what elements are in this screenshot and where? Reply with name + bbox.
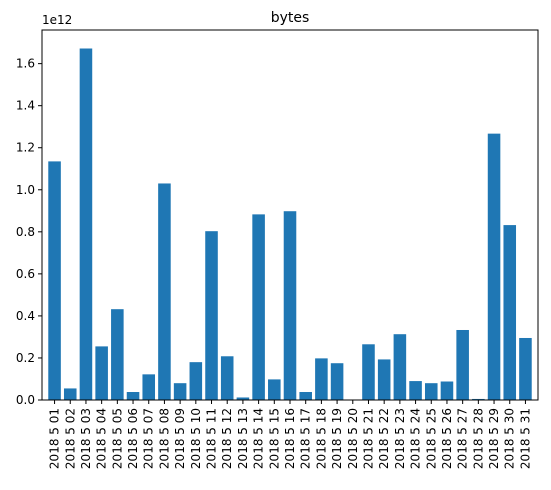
bar-2018-5-01 [48, 161, 61, 400]
bar-2018-5-19 [330, 363, 344, 400]
bar-2018-5-26 [440, 381, 454, 400]
x-tick-label: 2018 5 31 [518, 408, 532, 469]
bars-group [48, 48, 532, 401]
bar-2018-5-02 [63, 388, 77, 400]
y-tick-label: 1.0 [16, 183, 35, 197]
plot-frame [41, 29, 539, 401]
x-tick-label: 2018 5 19 [330, 408, 344, 469]
x-tick-label: 2018 5 09 [173, 408, 187, 469]
x-tick-label: 2018 5 08 [157, 408, 171, 469]
y-tick-label: 0.0 [16, 393, 35, 407]
x-tick-label: 2018 5 30 [503, 408, 517, 469]
x-tick-label: 2018 5 14 [252, 408, 266, 469]
bar-2018-5-03 [79, 48, 93, 400]
bar-2018-5-16 [283, 211, 297, 400]
bar-2018-5-24 [409, 381, 422, 400]
y-tick-label: 0.6 [16, 267, 35, 281]
y-tick-label: 0.2 [16, 351, 35, 365]
x-tick-label: 2018 5 21 [361, 408, 375, 469]
x-tick-label: 2018 5 18 [314, 408, 328, 469]
x-tick-label: 2018 5 22 [377, 408, 391, 469]
bar-2018-5-09 [173, 383, 187, 400]
x-tick-label: 2018 5 15 [267, 408, 281, 469]
bar-2018-5-23 [393, 334, 407, 400]
bar-2018-5-05 [111, 309, 124, 400]
x-tick-label: 2018 5 02 [63, 408, 77, 469]
bar-2018-5-04 [95, 346, 108, 400]
x-tick-label: 2018 5 28 [471, 408, 485, 469]
bar-2018-5-18 [315, 358, 328, 400]
bar-2018-5-31 [519, 337, 532, 400]
x-tick-label: 2018 5 07 [142, 408, 156, 469]
x-tick-label: 2018 5 24 [409, 408, 423, 469]
y-tick-label: 1.4 [16, 99, 35, 113]
x-tick-label: 2018 5 05 [110, 408, 124, 469]
y-tick-label: 1.2 [16, 141, 35, 155]
bar-2018-5-21 [362, 344, 375, 400]
bar-2018-5-08 [158, 183, 171, 400]
x-axis: 2018 5 01 2018 5 02 2018 5 03 2018 5 04 2018… [48, 400, 532, 469]
y-scale-label: 1e12 [42, 13, 72, 27]
bar-2018-5-06 [126, 392, 140, 400]
x-tick-label: 2018 5 11 [205, 408, 219, 469]
x-tick-label: 2018 5 12 [220, 408, 234, 469]
x-tick-label: 2018 5 10 [189, 408, 203, 469]
bar-2018-5-30 [503, 225, 517, 400]
x-tick-label: 2018 5 20 [346, 408, 360, 469]
y-tick-label: 0.4 [16, 309, 35, 323]
x-tick-label: 2018 5 23 [393, 408, 407, 469]
bar-2018-5-15 [268, 379, 281, 400]
bar-2018-5-25 [424, 383, 438, 400]
bar-2018-5-17 [299, 392, 312, 400]
x-tick-label: 2018 5 29 [487, 408, 501, 469]
bar-2018-5-27 [456, 329, 469, 400]
x-tick-label: 2018 5 01 [48, 408, 62, 469]
bar-2018-5-10 [189, 362, 203, 400]
bar-2018-5-28 [472, 398, 485, 400]
x-tick-label: 2018 5 27 [456, 408, 470, 469]
x-tick-label: 2018 5 03 [79, 408, 93, 469]
x-tick-label: 2018 5 16 [283, 408, 297, 469]
y-tick-label: 0.8 [16, 225, 35, 239]
y-axis: 0.0 0.2 0.4 0.6 0.8 1.0 1.2 1.4 1.6 [16, 57, 42, 407]
x-tick-label: 2018 5 26 [440, 408, 454, 469]
x-tick-label: 2018 5 04 [95, 408, 109, 469]
bar-2018-5-11 [205, 231, 218, 400]
bar-2018-5-14 [252, 214, 265, 400]
x-tick-label: 2018 5 06 [126, 408, 140, 469]
bar-2018-5-22 [377, 359, 391, 400]
bar-2018-5-29 [487, 133, 501, 401]
chart-title: bytes [271, 10, 310, 26]
bar-2018-5-13 [236, 397, 250, 400]
x-tick-label: 2018 5 13 [236, 408, 250, 469]
bar-2018-5-07 [142, 374, 156, 400]
bar-2018-5-12 [220, 356, 234, 400]
x-tick-label: 2018 5 17 [299, 408, 313, 469]
y-tick-label: 1.6 [16, 57, 35, 71]
x-tick-label: 2018 5 25 [424, 408, 438, 469]
